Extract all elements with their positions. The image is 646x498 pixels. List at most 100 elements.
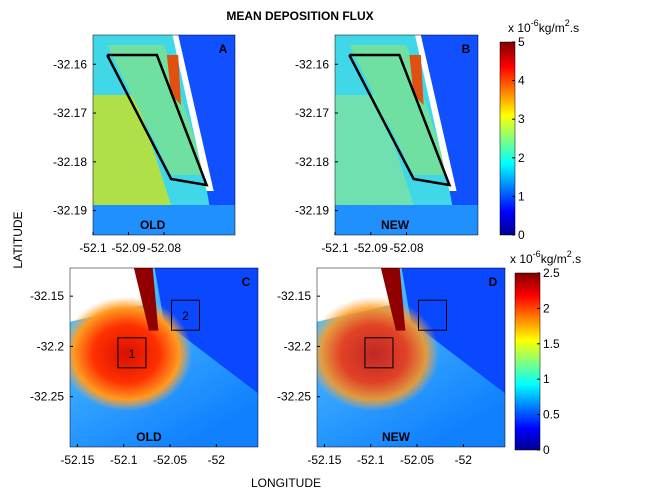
colorbar-tick-label: 0	[518, 228, 525, 242]
x-axis-label: LONGITUDE	[251, 476, 321, 490]
colorbar: 00.511.522.5x 10-6kg/m2.s	[510, 249, 581, 457]
south	[93, 205, 235, 235]
outline	[106, 53, 209, 187]
x-tick-label: -52.08	[389, 241, 423, 255]
colorbar-tick-label: 2	[518, 151, 525, 165]
x-tick-label: -52.05	[400, 453, 434, 467]
box	[171, 299, 201, 331]
y-tick-label: -32.18	[295, 155, 329, 169]
colorbar-tick-label: 3	[518, 112, 525, 126]
sea	[154, 268, 258, 394]
shoal	[335, 95, 414, 205]
x-tick-label: -52.1	[110, 453, 138, 467]
channel	[107, 45, 207, 175]
frame	[69, 267, 259, 448]
panel-tag: NEW	[381, 218, 410, 232]
x-tick-label: -52.09	[354, 241, 388, 255]
unit-part: kg/m	[541, 252, 567, 266]
unit-part: 2	[567, 249, 572, 259]
y-tick-label: -32.17	[53, 106, 87, 120]
colorbar-tick-label: 1.5	[543, 337, 560, 351]
coast	[415, 35, 457, 191]
colorbar-tick-label: 0	[543, 443, 550, 457]
y-tick-label: -32.15	[277, 289, 311, 303]
deposit	[70, 296, 193, 412]
sea	[401, 268, 505, 394]
colorbar-tick-label: 1	[543, 372, 550, 386]
panel: -52.15 -52.1 -52.05 -52 -32.15 -32.2 -32.25 D NE…	[277, 267, 506, 467]
y-tick-label: -32.18	[53, 155, 87, 169]
unit-part: -6	[531, 18, 539, 28]
box	[364, 337, 394, 369]
y-tick-label: -32.15	[30, 289, 64, 303]
colorbar-unit: x 10-6kg/m2.s	[510, 249, 581, 266]
deposit	[317, 296, 440, 412]
box-label: 2	[182, 309, 189, 323]
panel-tag: NEW	[382, 430, 411, 444]
coast	[172, 35, 214, 191]
panel-label: D	[489, 275, 498, 289]
panel-tag: OLD	[136, 430, 162, 444]
unit-part: .s	[572, 252, 581, 266]
jetty	[133, 268, 159, 331]
unit-part: 2	[565, 18, 570, 28]
heatmap	[93, 35, 235, 235]
unit-part: kg/m	[539, 21, 565, 35]
y-tick-label: -32.16	[295, 57, 329, 71]
x-tick-label: -52	[208, 453, 226, 467]
unit-part: x 10	[510, 252, 533, 266]
panel: -52.1 -52.09 -52.08 -32.16 -32.17 -32.18 -32.1…	[53, 34, 236, 255]
frame	[316, 267, 506, 448]
y-tick-label: -32.25	[30, 390, 64, 404]
unit-part: x 10	[508, 21, 531, 35]
x-tick-label: -52.1	[321, 241, 349, 255]
jetty	[380, 268, 406, 331]
x-tick-label: -52	[455, 453, 473, 467]
y-tick-label: -32.2	[284, 339, 312, 353]
colorbar-tick-label: 2.5	[543, 266, 560, 280]
y-tick-label: -32.16	[53, 57, 87, 71]
y-axis-label: LATITUDE	[11, 211, 25, 268]
hotspot	[166, 55, 182, 105]
colorbar-tick-label: 1	[518, 189, 525, 203]
panel: 1 2 -52.15 -52.1 -52.05 -52 -32.15 -32.2 -32.25 C…	[30, 267, 259, 467]
colorbar-gradient	[499, 41, 516, 236]
colorbar-tick-label: 5	[518, 35, 525, 49]
x-tick-label: -52.15	[307, 453, 341, 467]
panel-label: A	[219, 42, 228, 56]
y-tick-label: -32.25	[277, 390, 311, 404]
colorbar-tick-label: 2	[543, 301, 550, 315]
colorbar-tick-label: 0.5	[543, 408, 560, 422]
box-label: 1	[129, 347, 136, 361]
south	[335, 205, 478, 235]
sea	[178, 35, 235, 205]
box	[418, 299, 448, 331]
x-tick-label: -52.15	[60, 453, 94, 467]
panel-tag: OLD	[140, 218, 166, 232]
y-tick-label: -32.19	[53, 204, 87, 218]
panel-label: C	[242, 275, 251, 289]
channel	[349, 45, 450, 175]
panel: -52.1 -52.09 -52.08 -32.16 -32.17 -32.18 -32.1…	[295, 34, 479, 255]
colorbar-tick-label: 4	[518, 74, 525, 88]
heatmap	[317, 268, 505, 447]
y-tick-label: -32.19	[295, 204, 329, 218]
title: MEAN DEPOSITION FLUX	[226, 9, 373, 23]
heatmap	[70, 268, 258, 447]
colorbar-unit: x 10-6kg/m2.s	[508, 18, 579, 35]
y-tick-label: -32.2	[37, 339, 65, 353]
unit-part: .s	[570, 21, 579, 35]
colorbar-gradient	[514, 272, 541, 451]
shoal	[93, 95, 172, 205]
panel-label: B	[462, 42, 471, 56]
y-tick-label: -32.17	[295, 106, 329, 120]
hotspot	[409, 55, 424, 105]
x-tick-label: -52.1	[79, 241, 107, 255]
outline	[348, 53, 452, 187]
x-tick-label: -52.05	[153, 453, 187, 467]
unit-part: -6	[533, 249, 541, 259]
x-tick-label: -52.1	[357, 453, 385, 467]
box	[117, 337, 147, 369]
